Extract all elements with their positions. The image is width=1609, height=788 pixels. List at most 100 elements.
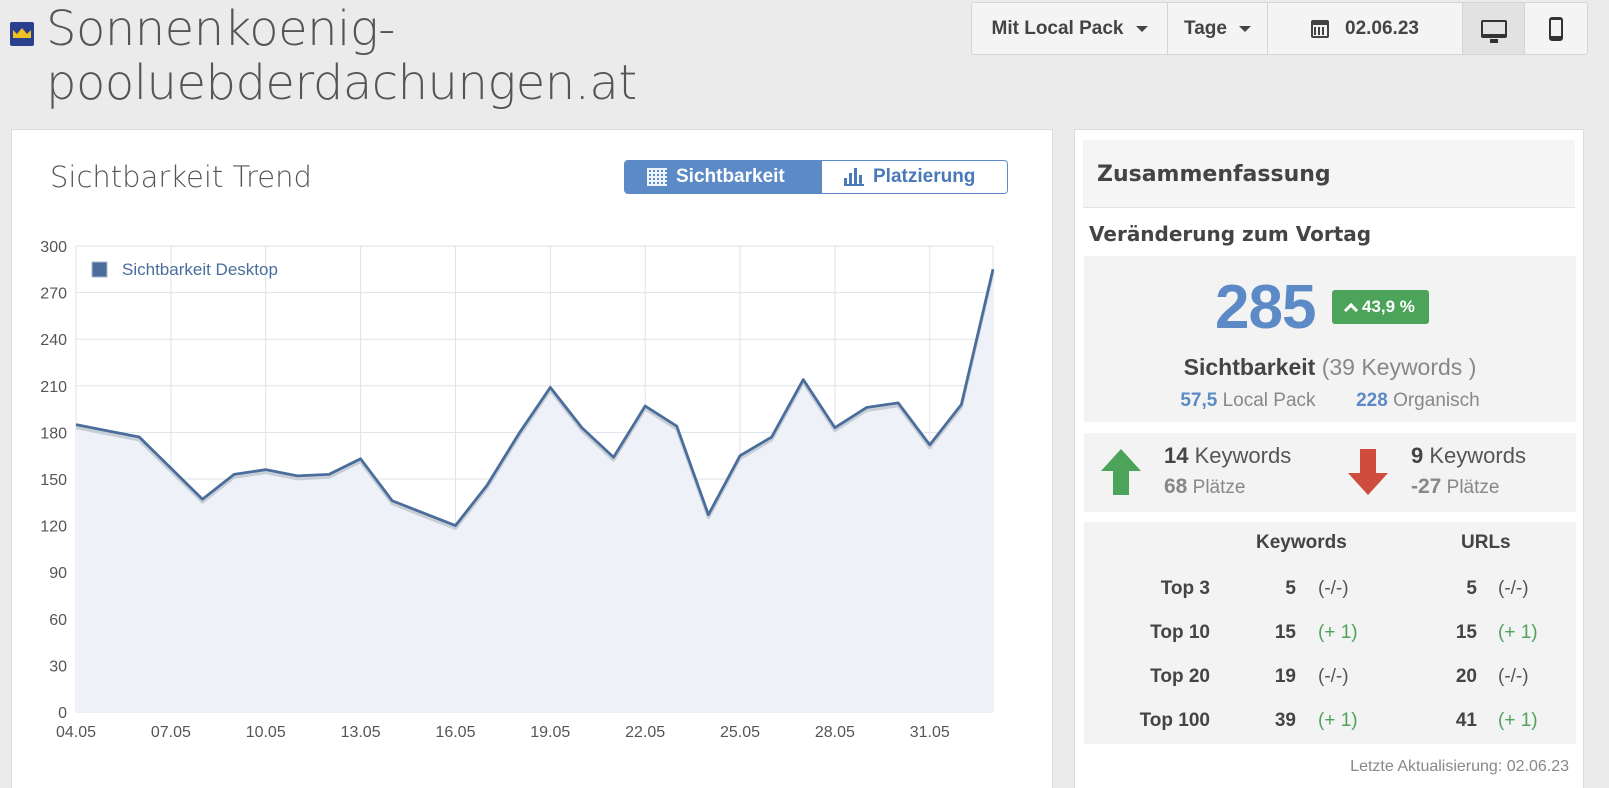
local-pack-label: Mit Local Pack — [991, 17, 1124, 39]
urls-delta: (-/-) — [1498, 666, 1529, 687]
bar-chart-icon — [844, 168, 864, 186]
legend-swatch — [91, 261, 108, 278]
keywords-value: 5 — [1285, 578, 1296, 599]
y-tick-label: 30 — [49, 658, 67, 675]
urls-value: 5 — [1466, 578, 1477, 599]
legend-label: Sichtbarkeit Desktop — [122, 260, 278, 279]
y-tick-label: 270 — [40, 286, 67, 303]
down-places: -27 — [1411, 475, 1442, 498]
y-tick-label: 0 — [58, 705, 67, 722]
y-tick-label: 300 — [40, 239, 67, 256]
y-tick-label: 90 — [49, 565, 67, 582]
keywords-note: (39 Keywords ) — [1321, 354, 1477, 380]
top-toolbar: Mit Local Pack Tage 02.06.23 — [971, 2, 1588, 55]
series-shadow — [75, 271, 995, 531]
y-tick-label: 120 — [40, 519, 67, 536]
y-tick-label: 240 — [40, 332, 67, 349]
caret-down-icon — [1238, 25, 1251, 32]
period-dropdown[interactable]: Tage — [1168, 3, 1268, 54]
tab-visibility[interactable]: Sichtbarkeit — [625, 161, 822, 193]
caret-down-icon — [1135, 25, 1148, 32]
chevron-up-icon — [1343, 302, 1359, 317]
period-label: Tage — [1184, 17, 1227, 39]
site-title: Sonnenkoenig- pooluebderdachungen.at — [10, 2, 940, 110]
desktop-view-button[interactable] — [1463, 3, 1525, 54]
keywords-value: 15 — [1274, 622, 1296, 643]
keywords-delta: (+ 1) — [1318, 710, 1358, 731]
keyword-movement-box: 14 Keywords 68 Plätze 9 Keywords -27 Plä… — [1084, 433, 1576, 512]
chart-mode-toggle: Sichtbarkeit Platzierung — [624, 160, 1008, 194]
x-tick-label: 31.05 — [910, 724, 950, 741]
local-pack-value: 57,5 — [1180, 390, 1218, 411]
site-name-line-1: Sonnenkoenig- — [46, 1, 395, 57]
row-label: Top 3 — [1160, 578, 1210, 599]
visibility-value: 285 — [1215, 273, 1316, 342]
up-keywords-count: 14 — [1164, 443, 1189, 468]
organic-text: Organisch — [1393, 390, 1480, 411]
x-tick-label: 10.05 — [246, 724, 286, 741]
crown-logo-icon — [10, 22, 34, 46]
tab-ranking-label: Platzierung — [873, 166, 976, 187]
site-name: Sonnenkoenig- pooluebderdachungen.at — [46, 2, 637, 110]
arrow-up-icon — [1101, 449, 1141, 495]
x-tick-label: 13.05 — [341, 724, 381, 741]
urls-delta: (+ 1) — [1498, 622, 1538, 643]
date-label: 02.06.23 — [1345, 17, 1419, 39]
table-row: Top 3 5 (-/-) 5 (-/-) — [1084, 578, 1576, 608]
grid-chart-icon — [647, 168, 667, 186]
urls-delta: (+ 1) — [1498, 710, 1538, 731]
table-header: Keywords URLs — [1084, 532, 1576, 562]
visibility-split: 57,5 Local Pack 228 Organisch — [1084, 390, 1576, 412]
keywords-delta: (+ 1) — [1318, 622, 1358, 643]
arrow-down-icon — [1348, 449, 1388, 495]
change-title: Veränderung zum Vortag — [1089, 222, 1372, 246]
site-name-line-2: pooluebderdachungen.at — [46, 55, 637, 111]
urls-value: 15 — [1455, 622, 1477, 643]
up-places-label: Plätze — [1192, 477, 1246, 498]
x-tick-label: 19.05 — [530, 724, 570, 741]
col-keywords: Keywords — [1256, 532, 1347, 553]
y-tick-label: 150 — [40, 472, 67, 489]
tab-ranking[interactable]: Platzierung — [822, 161, 1007, 193]
row-label: Top 20 — [1150, 666, 1210, 687]
urls-value: 20 — [1455, 666, 1477, 687]
keywords-value: 39 — [1274, 710, 1296, 731]
tab-visibility-label: Sichtbarkeit — [676, 166, 785, 187]
visibility-summary-box: 285 43,9 % Sichtbarkeit (39 Keywords ) 5… — [1084, 256, 1576, 422]
row-label: Top 10 — [1150, 622, 1210, 643]
visibility-chart: 0 30 60 90 120 150 180 210 240 270 300 04.05 07.05 10… — [40, 239, 995, 741]
calendar-icon — [1311, 19, 1330, 38]
summary-panel: Zusammenfassung Veränderung zum Vortag 2… — [1074, 129, 1584, 788]
local-pack-dropdown[interactable]: Mit Local Pack — [972, 3, 1168, 54]
mobile-icon — [1549, 16, 1563, 41]
desktop-icon — [1480, 19, 1507, 43]
row-label: Top 100 — [1139, 710, 1210, 731]
y-tick-label: 180 — [40, 425, 67, 442]
summary-header: Zusammenfassung — [1083, 140, 1575, 208]
x-tick-label: 16.05 — [435, 724, 475, 741]
table-row: Top 100 39 (+ 1) 41 (+ 1) — [1084, 710, 1576, 740]
table-row: Top 10 15 (+ 1) 15 (+ 1) — [1084, 622, 1576, 652]
x-tick-label: 22.05 — [625, 724, 665, 741]
visibility-label: Sichtbarkeit — [1183, 354, 1316, 380]
series-area — [76, 269, 993, 712]
x-tick-label: 25.05 — [720, 724, 760, 741]
mobile-view-button[interactable] — [1525, 3, 1587, 54]
local-pack-text: Local Pack — [1222, 390, 1316, 411]
down-places-label: Plätze — [1446, 477, 1500, 498]
date-picker-button[interactable]: 02.06.23 — [1268, 3, 1463, 54]
down-keywords-label: Keywords — [1429, 443, 1526, 468]
panel-title: Sichtbarkeit Trend — [50, 160, 312, 194]
urls-delta: (-/-) — [1498, 578, 1529, 599]
keywords-delta: (-/-) — [1318, 578, 1349, 599]
keywords-down: 9 Keywords -27 Plätze — [1411, 443, 1526, 499]
y-tick-label: 60 — [49, 612, 67, 629]
keywords-up: 14 Keywords 68 Plätze — [1164, 443, 1291, 499]
down-keywords-count: 9 — [1411, 443, 1424, 468]
top-rankings-table: Keywords URLs Top 3 5 (-/-) 5 (-/-) Top 10 15 (… — [1084, 522, 1576, 744]
visibility-line: Sichtbarkeit (39 Keywords ) — [1084, 354, 1576, 381]
keywords-value: 19 — [1274, 666, 1296, 687]
visibility-change-badge: 43,9 % — [1332, 290, 1429, 324]
up-keywords-label: Keywords — [1194, 443, 1292, 468]
visibility-trend-panel: Sichtbarkeit Trend Sichtbarkeit Platzier… — [11, 129, 1053, 788]
